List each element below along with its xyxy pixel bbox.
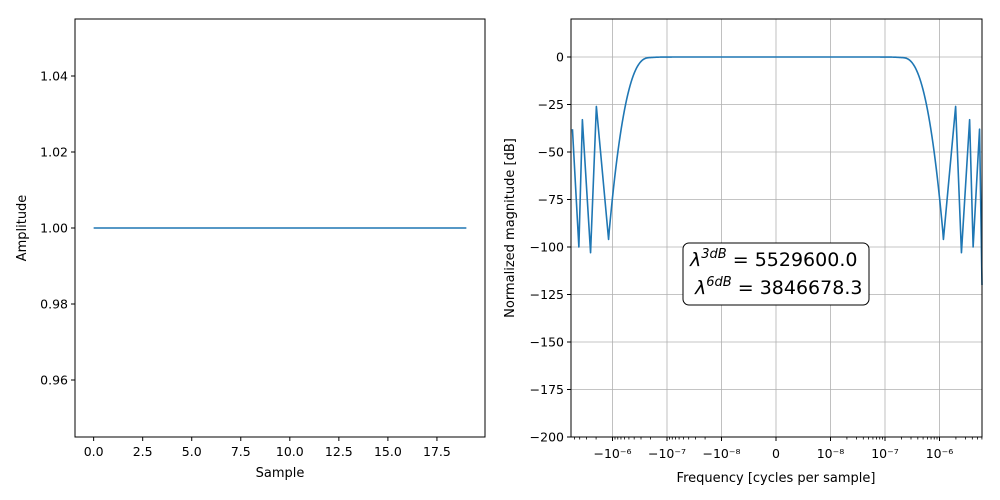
annotation-line-2: λ6dB = 3846678.3 bbox=[694, 275, 862, 299]
right-y-tick-label: −175 bbox=[530, 382, 564, 397]
left-y-tick-label: 0.96 bbox=[40, 373, 68, 388]
right-y-tick-label: −25 bbox=[538, 97, 564, 112]
left-axes-frame bbox=[74, 18, 486, 438]
right-x-tick-label: −10⁻⁷ bbox=[648, 446, 686, 461]
annotation-box: λ3dB = 5529600.0 λ6dB = 3846678.3 bbox=[682, 242, 870, 306]
right-y-tick-label: −150 bbox=[530, 335, 564, 350]
right-x-tick-label: −10⁻⁸ bbox=[703, 446, 741, 461]
left-x-tick-label: 17.5 bbox=[423, 444, 451, 459]
right-series bbox=[571, 56, 983, 286]
right-series-line bbox=[571, 56, 983, 286]
right-grid bbox=[571, 19, 982, 438]
left-x-tick-label: 12.5 bbox=[325, 444, 353, 459]
left-x-axis-label: Sample bbox=[256, 466, 305, 481]
right-x-axis-label: Frequency [cycles per sample] bbox=[677, 471, 876, 486]
left-x-tick-label: 15.0 bbox=[374, 444, 402, 459]
right-x-tick-label: 10⁻⁸ bbox=[817, 446, 845, 461]
right-y-tick-label: −125 bbox=[530, 287, 564, 302]
right-y-tick-label: 0 bbox=[556, 50, 564, 65]
left-x-tick-label: 10.0 bbox=[276, 444, 304, 459]
right-y-tick-label: −75 bbox=[538, 192, 564, 207]
left-y-tick-label: 0.98 bbox=[40, 297, 68, 312]
annotation-line-1: λ3dB = 5529600.0 bbox=[689, 247, 857, 271]
right-x-tick-label: 10⁻⁷ bbox=[871, 446, 899, 461]
right-y-tick-label: −50 bbox=[538, 145, 564, 160]
annotation-frame bbox=[682, 242, 870, 306]
left-y-tick-label: 1.00 bbox=[40, 221, 68, 236]
left-x-tick-label: 2.5 bbox=[133, 444, 153, 459]
left-ticks: 0.0 2.5 5.0 7.5 10.0 12.5 15.0 17.5 0.96 0.98 1.00… bbox=[40, 69, 451, 460]
left-x-tick-label: 7.5 bbox=[231, 444, 251, 459]
right-x-tick-label: 10⁻⁶ bbox=[926, 446, 954, 461]
right-y-axis-label: Normalized magnitude [dB] bbox=[503, 138, 518, 318]
left-y-tick-label: 1.02 bbox=[40, 145, 68, 160]
right-y-tick-label: −100 bbox=[530, 240, 564, 255]
right-x-tick-label: −10⁻⁶ bbox=[594, 446, 632, 461]
right-y-tick-label: −200 bbox=[530, 430, 564, 445]
right-x-tick-label: 0 bbox=[772, 446, 780, 461]
right-axes-frame bbox=[570, 18, 983, 438]
left-y-tick-label: 1.04 bbox=[40, 69, 68, 84]
left-chart: 0.0 2.5 5.0 7.5 10.0 12.5 15.0 17.5 0.96 0.98 1.00… bbox=[15, 18, 486, 481]
left-y-axis-label: Amplitude bbox=[15, 195, 30, 262]
left-x-tick-label: 0.0 bbox=[84, 444, 104, 459]
left-x-tick-label: 5.0 bbox=[182, 444, 202, 459]
right-ticks: −10⁻⁶ −10⁻⁷ −10⁻⁸ 0 10⁻⁸ 10⁻⁷ 10⁻⁶ 0 −25 −50 −75 −1… bbox=[530, 50, 983, 461]
right-chart: −10⁻⁶ −10⁻⁷ −10⁻⁸ 0 10⁻⁸ 10⁻⁷ 10⁻⁶ 0 −25 −50 −75 −1… bbox=[503, 18, 983, 486]
